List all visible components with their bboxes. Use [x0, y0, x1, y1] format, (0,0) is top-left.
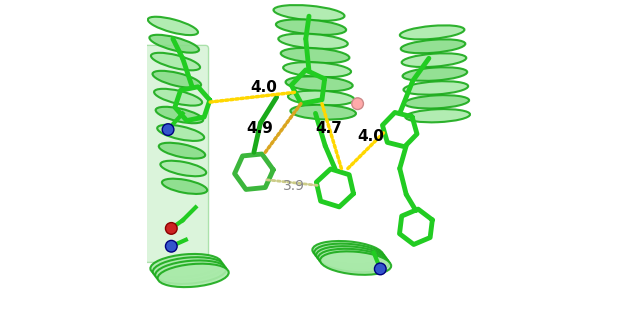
Ellipse shape — [318, 249, 389, 272]
Ellipse shape — [320, 251, 391, 275]
Ellipse shape — [150, 254, 221, 277]
Circle shape — [166, 240, 177, 252]
Text: 4.0: 4.0 — [250, 80, 277, 95]
Ellipse shape — [278, 34, 348, 49]
Ellipse shape — [162, 179, 207, 194]
Ellipse shape — [404, 81, 468, 95]
Ellipse shape — [154, 89, 202, 106]
Ellipse shape — [150, 35, 199, 53]
Circle shape — [352, 98, 363, 110]
Ellipse shape — [400, 39, 465, 53]
Ellipse shape — [151, 53, 200, 70]
Ellipse shape — [405, 109, 470, 122]
Ellipse shape — [400, 25, 464, 40]
Ellipse shape — [286, 76, 353, 91]
Ellipse shape — [156, 107, 203, 123]
Ellipse shape — [153, 71, 201, 88]
Ellipse shape — [153, 257, 224, 281]
Ellipse shape — [312, 241, 383, 264]
Circle shape — [375, 263, 386, 275]
Text: 3.9: 3.9 — [283, 179, 305, 192]
Ellipse shape — [290, 105, 356, 120]
Ellipse shape — [159, 143, 205, 158]
Ellipse shape — [160, 161, 206, 176]
Text: 4.0: 4.0 — [357, 129, 384, 144]
Ellipse shape — [274, 5, 344, 21]
Circle shape — [166, 223, 177, 234]
FancyBboxPatch shape — [144, 45, 208, 262]
Ellipse shape — [157, 125, 204, 141]
Ellipse shape — [276, 19, 346, 35]
Ellipse shape — [402, 67, 467, 81]
Text: 4.9: 4.9 — [246, 121, 273, 136]
Ellipse shape — [315, 244, 386, 267]
Circle shape — [163, 124, 174, 135]
Ellipse shape — [283, 62, 351, 77]
Ellipse shape — [155, 260, 226, 284]
Ellipse shape — [288, 90, 354, 106]
Ellipse shape — [316, 246, 387, 270]
Ellipse shape — [402, 53, 467, 67]
Ellipse shape — [281, 48, 349, 63]
Text: 4.7: 4.7 — [315, 121, 342, 136]
Ellipse shape — [404, 95, 469, 109]
Ellipse shape — [148, 17, 198, 35]
Ellipse shape — [158, 264, 229, 287]
